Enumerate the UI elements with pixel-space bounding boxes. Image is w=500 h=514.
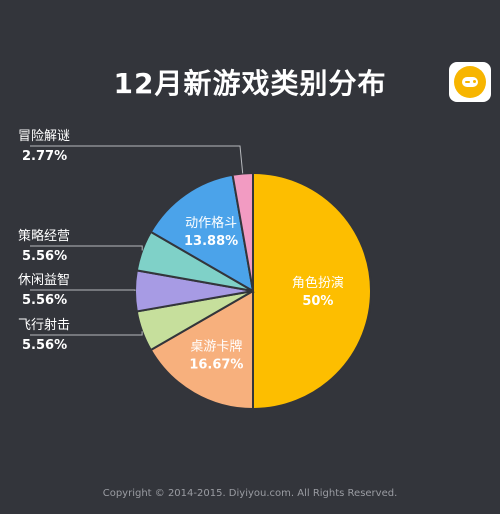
gamepad-icon[interactable] xyxy=(449,62,491,102)
slice-label: 桌游卡牌 xyxy=(190,338,242,354)
pie-slice xyxy=(231,171,254,292)
leader-line xyxy=(30,331,143,336)
slice-value: 50% xyxy=(302,294,333,309)
logo-ring xyxy=(454,66,486,98)
leader-line xyxy=(30,145,244,174)
pie-slice xyxy=(149,289,254,411)
pie-slice xyxy=(252,171,372,411)
pie-slice xyxy=(149,173,255,293)
slice-label: 策略经营 xyxy=(18,228,70,244)
leader-line xyxy=(30,245,143,251)
slice-label: 休闲益智 xyxy=(18,273,70,288)
slice-label: 角色扮演 xyxy=(292,275,344,291)
slice-value: 5.56% xyxy=(22,249,67,264)
slice-value: 5.56% xyxy=(22,338,67,353)
slice-value: 2.77% xyxy=(22,149,67,164)
leader-line xyxy=(30,289,136,291)
slice-value: 5.56% xyxy=(22,293,67,308)
slice-label: 冒险解谜 xyxy=(18,129,70,144)
slice-label: 飞行射击 xyxy=(18,317,70,333)
slice-label: 动作格斗 xyxy=(185,215,237,231)
slice-value: 13.88% xyxy=(184,234,238,249)
chart-title: 12月新游戏类别分布 xyxy=(113,67,387,100)
slice-value: 16.67% xyxy=(189,357,243,372)
logo-dot xyxy=(473,80,476,83)
copyright-footer: Copyright © 2014-2015. Diyiyou.com. All … xyxy=(102,488,398,499)
logo-dpad xyxy=(465,81,470,83)
logo-pad xyxy=(462,77,478,87)
